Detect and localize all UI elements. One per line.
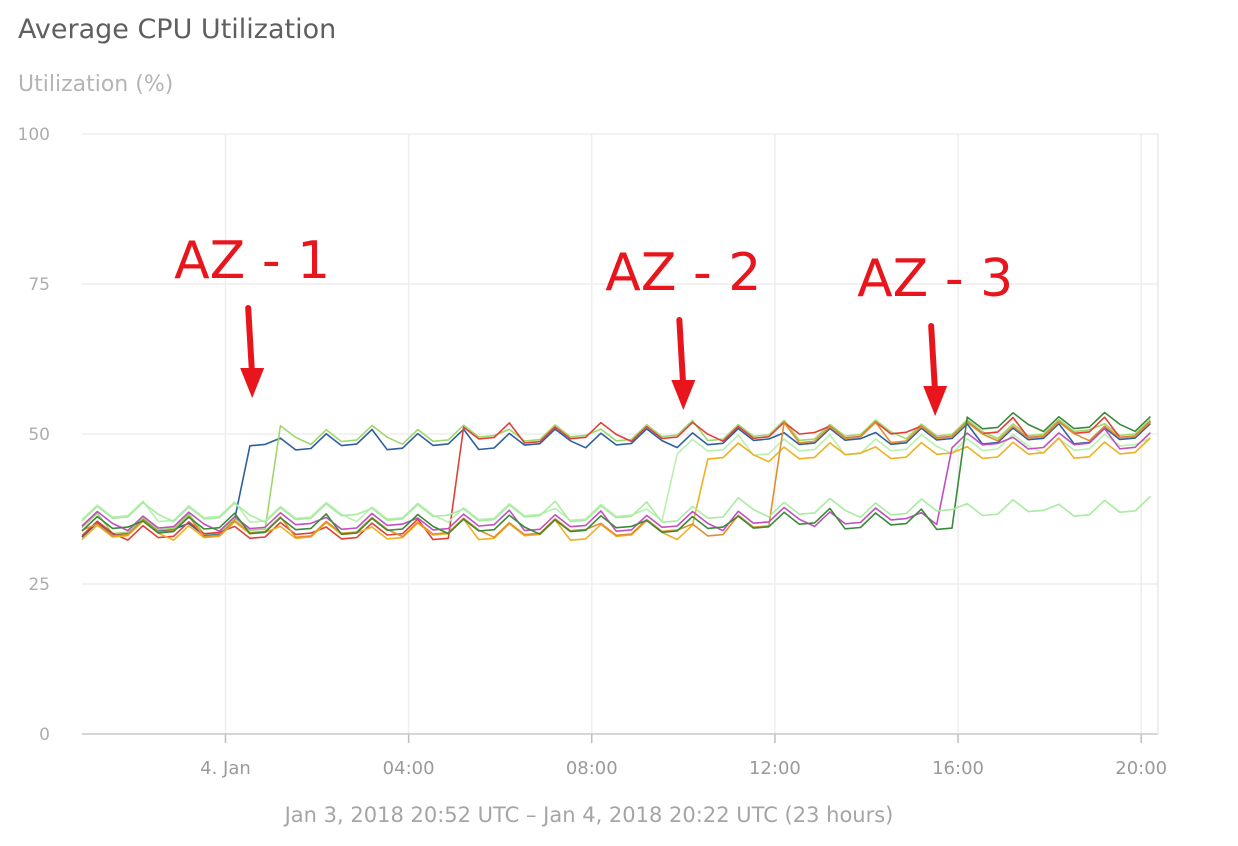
x-tick-label: 16:00 [932, 758, 984, 779]
x-tick-label: 08:00 [566, 758, 618, 779]
series-line-1 [81, 422, 1151, 538]
annotation-label: AZ - 3 [857, 249, 1013, 309]
annotation-label: AZ - 2 [605, 243, 761, 303]
y-tick-label: 25 [28, 575, 50, 595]
series-line-9 [81, 495, 1151, 524]
series-line-2 [81, 418, 1151, 536]
x-tick-label: 12:00 [749, 758, 801, 779]
annotations: AZ - 1 AZ - 2 AZ - 3 [174, 231, 1013, 416]
y-axis-label: Utilization (%) [18, 72, 174, 97]
grid-lines [82, 133, 1158, 734]
annotation-arrow-head [671, 380, 696, 410]
series-line-4 [81, 433, 1151, 524]
series-line-8 [81, 411, 1151, 536]
y-tick-label: 0 [39, 725, 50, 745]
annotation-arrow-shaft [245, 305, 256, 379]
y-tick-label: 100 [18, 125, 50, 145]
axes: 0 25 50 75 100 4. Jan 04:00 08:00 12:00 16:00 20:0… [18, 125, 1168, 779]
annotation-arrow-shaft [676, 317, 687, 391]
annotation-arrow-head [923, 386, 948, 416]
annotation-arrow-shaft [928, 323, 939, 397]
x-tick-label: 4. Jan [200, 758, 251, 779]
x-tick-label: 04:00 [383, 758, 435, 779]
x-tick-label: 20:00 [1115, 758, 1167, 779]
series-line-7 [81, 427, 1151, 533]
y-tick-label: 50 [28, 425, 50, 445]
time-range-label: Jan 3, 2018 20:52 UTC – Jan 4, 2018 20:2… [284, 803, 894, 827]
series-lines [81, 411, 1151, 542]
annotation-label: AZ - 1 [174, 231, 330, 291]
annotation-arrow-head [240, 368, 265, 398]
series-line-6 [81, 421, 1151, 539]
chart-title: Average CPU Utilization [18, 14, 337, 45]
y-tick-label: 75 [28, 275, 50, 295]
